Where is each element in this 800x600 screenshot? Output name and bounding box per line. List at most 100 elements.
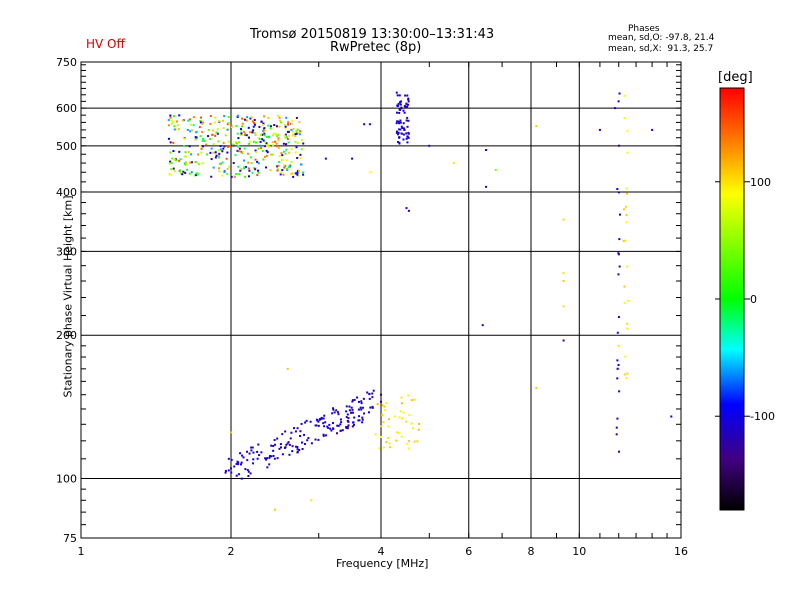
data-point <box>287 141 290 144</box>
data-point <box>290 123 293 126</box>
data-point <box>294 135 297 138</box>
data-point <box>617 253 620 256</box>
data-point <box>167 119 170 122</box>
data-point <box>230 458 233 461</box>
data-point <box>230 471 233 474</box>
data-point <box>256 160 259 163</box>
y-tick-label: 75 <box>63 532 77 545</box>
data-point <box>215 131 218 134</box>
data-point <box>281 453 284 456</box>
data-point <box>293 427 296 430</box>
data-point <box>250 162 253 165</box>
data-point <box>259 144 262 147</box>
data-point <box>296 448 299 451</box>
data-point <box>267 124 270 127</box>
data-point <box>335 432 338 435</box>
x-tick-label: 10 <box>572 545 586 558</box>
data-point <box>278 125 281 128</box>
data-point <box>380 425 383 428</box>
data-point <box>254 149 257 152</box>
chart-title: Tromsø 20150819 13:30:00–13:31:43 <box>250 27 495 42</box>
data-point <box>184 171 187 174</box>
data-point <box>278 116 281 119</box>
data-point <box>247 126 250 129</box>
data-point <box>218 167 221 170</box>
data-point <box>346 419 349 422</box>
data-point <box>228 165 231 168</box>
data-point <box>396 105 399 108</box>
data-point <box>262 158 265 161</box>
data-point <box>248 142 251 145</box>
data-point <box>618 238 621 241</box>
data-point <box>356 396 359 399</box>
data-point <box>357 415 360 418</box>
data-point <box>257 162 260 165</box>
chart-subtitle: RwPretec (8p) <box>330 40 422 55</box>
data-point <box>243 147 246 150</box>
data-point <box>236 115 239 118</box>
data-point <box>199 121 202 124</box>
data-point <box>361 421 364 424</box>
data-point <box>266 151 269 154</box>
data-point <box>282 164 285 167</box>
data-point <box>261 138 264 141</box>
data-point <box>292 127 295 130</box>
data-point <box>224 471 227 474</box>
data-point <box>361 418 364 421</box>
data-point <box>202 145 205 148</box>
data-point <box>195 172 198 175</box>
data-point <box>235 173 238 176</box>
data-point <box>407 98 410 101</box>
data-point <box>264 140 267 143</box>
data-point <box>395 131 398 134</box>
data-point <box>291 119 294 122</box>
data-point <box>324 434 327 437</box>
data-point <box>291 450 294 453</box>
data-point <box>279 443 282 446</box>
data-point <box>271 134 274 137</box>
data-point <box>173 128 176 131</box>
data-point <box>197 163 200 166</box>
data-point <box>244 175 247 178</box>
data-point <box>184 151 187 154</box>
data-point <box>340 421 343 424</box>
data-point <box>598 128 601 131</box>
data-point <box>247 167 250 170</box>
data-point <box>196 173 199 176</box>
data-point <box>186 168 189 171</box>
data-point <box>296 173 299 176</box>
data-point <box>319 417 322 420</box>
data-point <box>273 124 276 127</box>
data-point <box>212 129 215 132</box>
data-point <box>235 462 238 465</box>
data-point <box>248 136 251 139</box>
data-point <box>285 443 288 446</box>
data-point <box>400 107 403 110</box>
data-point <box>290 147 293 150</box>
data-point <box>277 164 280 167</box>
data-point <box>185 163 188 166</box>
data-point <box>341 429 344 432</box>
data-point <box>190 171 193 174</box>
data-point <box>221 150 224 153</box>
data-point <box>651 128 654 131</box>
data-point <box>361 416 364 419</box>
data-point <box>257 171 260 174</box>
data-point <box>187 150 190 153</box>
data-point <box>261 149 264 152</box>
data-point <box>227 122 230 125</box>
data-point <box>348 405 351 408</box>
data-point <box>167 137 170 140</box>
data-point <box>397 140 400 143</box>
data-point <box>407 136 410 139</box>
y-tick-label: 300 <box>56 245 77 258</box>
data-point <box>266 457 269 460</box>
data-point <box>256 174 259 177</box>
data-point <box>209 123 212 126</box>
data-point <box>253 167 256 170</box>
data-point <box>339 429 342 432</box>
data-point <box>286 137 289 140</box>
data-point <box>183 155 186 158</box>
data-point <box>171 157 174 160</box>
data-point <box>301 171 304 174</box>
